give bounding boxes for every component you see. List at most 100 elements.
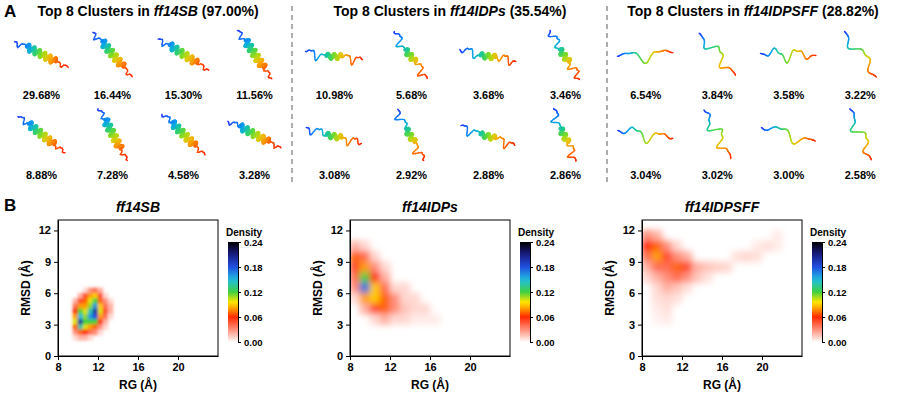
structure-segment <box>704 48 706 50</box>
structure-segment <box>847 45 848 47</box>
structure-segment <box>316 128 318 130</box>
structure-segment <box>660 133 662 135</box>
structure-segment <box>472 49 474 51</box>
structure-segment <box>632 52 634 54</box>
structure-segment <box>813 140 815 142</box>
cluster-structure <box>237 30 271 78</box>
structure-segment <box>637 130 639 132</box>
structure-segment <box>670 138 672 139</box>
structure-segment <box>659 133 661 134</box>
structure-segment <box>622 53 624 55</box>
structure-segment <box>784 128 786 129</box>
structure-segment <box>656 133 658 135</box>
structure-segment <box>709 116 711 117</box>
structure-segment <box>733 72 735 74</box>
structure-segment <box>15 41 16 42</box>
structure-segment <box>721 138 723 139</box>
structure-segment <box>327 54 331 55</box>
structure-segment <box>237 30 238 32</box>
structure-segment <box>559 124 561 126</box>
structure-segment <box>462 51 463 53</box>
structure-segment <box>621 53 623 55</box>
structure-segment <box>814 55 816 56</box>
structure-segment <box>782 55 784 56</box>
structure-segment <box>325 55 327 57</box>
structure-segment <box>426 76 428 78</box>
structure-segment <box>845 32 847 34</box>
structure-segment <box>668 51 670 53</box>
cluster-title-part: (28.82%) <box>818 3 879 19</box>
structure-segment <box>796 50 798 52</box>
structure-segment <box>870 158 872 160</box>
structure-segment <box>773 47 775 49</box>
structure-segment <box>477 54 479 56</box>
structure-segment <box>671 138 673 140</box>
cluster-group: Top 8 Clusters in ff14IDPSFF (28.82%)6.5… <box>617 3 878 181</box>
structure-segment <box>567 156 569 158</box>
structure-segment <box>869 57 871 59</box>
cluster-structure <box>850 109 872 160</box>
structure-segment <box>814 140 816 142</box>
structure-segment <box>865 137 867 139</box>
structure-segment <box>637 54 639 55</box>
structure-segment <box>556 37 558 39</box>
structure-segment <box>166 43 168 45</box>
structure-segment <box>802 52 804 53</box>
structure-segment <box>634 129 636 131</box>
structure-segment <box>629 53 631 55</box>
structure-segment <box>22 43 24 45</box>
structure-segment <box>406 122 408 124</box>
structure-segment <box>557 113 559 115</box>
structure-segment <box>467 135 468 137</box>
structure-segment <box>634 52 636 54</box>
cluster-title-part: (35.54%) <box>506 3 567 19</box>
structure-segment <box>417 144 419 146</box>
structure-segment <box>800 138 802 140</box>
structure-segment <box>797 141 798 143</box>
structure-segment <box>509 142 511 144</box>
structure-segment <box>323 54 325 55</box>
cluster-structure <box>704 110 731 159</box>
structure-segment <box>805 137 807 139</box>
structure-segment <box>862 49 864 51</box>
structure-segment <box>865 153 866 155</box>
structure-segment <box>422 154 424 156</box>
structure-segment <box>404 48 406 50</box>
cluster-structure <box>18 117 65 153</box>
structure-segment <box>560 128 562 129</box>
structure-segment <box>660 133 662 135</box>
structure-segment <box>346 55 348 57</box>
structure-segment <box>669 51 671 53</box>
structure-segment <box>865 55 867 57</box>
structure-segment <box>569 64 571 65</box>
structure-segment <box>778 53 780 55</box>
structure-segment <box>844 31 846 33</box>
structure-segment <box>633 52 635 53</box>
structure-segment <box>556 36 558 38</box>
structure-segment <box>549 30 551 32</box>
structure-segment <box>634 128 636 130</box>
structure-segment <box>197 146 198 148</box>
structure-segment <box>868 141 870 143</box>
structure-segment <box>617 130 619 132</box>
structure-segment <box>730 154 732 156</box>
cluster-percent: 15.30% <box>165 89 203 101</box>
structure-segment <box>404 132 407 136</box>
structure-segment <box>651 53 653 55</box>
structure-segment <box>348 55 350 57</box>
structure-segment <box>787 129 789 131</box>
structure-segment <box>25 45 27 46</box>
structure-segment <box>784 128 786 129</box>
structure-segment <box>781 53 783 55</box>
structure-segment <box>870 73 872 75</box>
structure-segment <box>721 52 723 54</box>
structure-segment <box>869 156 871 158</box>
structure-segment <box>865 54 867 56</box>
structure-segment <box>558 41 560 42</box>
cluster-structure <box>760 48 815 63</box>
structure-segment <box>228 122 230 124</box>
structure-segment <box>101 39 103 41</box>
structure-segment <box>309 134 311 136</box>
structure-segment <box>574 150 575 151</box>
structure-segment <box>869 155 871 157</box>
